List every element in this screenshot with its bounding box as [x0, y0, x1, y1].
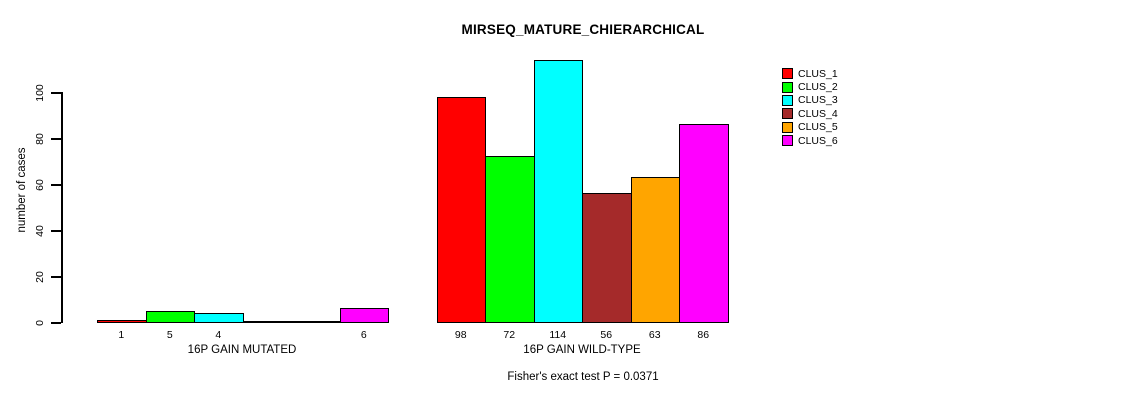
bar-value-label: 114: [549, 329, 567, 341]
bar-value-label: 98: [454, 329, 467, 341]
bar-value-label: 6: [360, 329, 367, 341]
bar-value-label: 4: [215, 329, 222, 341]
bar-clus_3-group1: [533, 59, 583, 323]
y-tick: [51, 276, 61, 278]
x-axis-group-label-mutated: 16P GAIN MUTATED: [187, 344, 297, 356]
bar-value-label: 5: [166, 329, 173, 341]
bar-clus_1-group0: [97, 319, 147, 323]
bar-clus_5-group1: [630, 177, 680, 323]
legend-label: CLUS_1: [798, 67, 838, 80]
legend-label: CLUS_3: [798, 94, 838, 107]
y-tick: [51, 322, 61, 324]
bar-value-label: 72: [503, 329, 516, 341]
bar-clus_2-group1: [485, 156, 535, 323]
bar-clus_5-group0: [291, 321, 341, 323]
fisher-test-caption: Fisher's exact test P = 0.0371: [507, 371, 659, 383]
legend-swatch-clus_4: [782, 108, 793, 120]
legend-item-clus_2: CLUS_2: [782, 80, 838, 93]
legend-swatch-clus_3: [782, 94, 793, 106]
legend-label: CLUS_4: [798, 107, 838, 120]
legend-label: CLUS_6: [798, 134, 838, 147]
bar-value-label: 56: [600, 329, 613, 341]
bar-value-label: 86: [697, 329, 710, 341]
bar-clus_4-group0: [242, 321, 292, 323]
legend-swatch-clus_6: [782, 135, 793, 147]
legend-swatch-clus_1: [782, 68, 793, 80]
legend-swatch-clus_2: [782, 81, 793, 93]
legend-item-clus_6: CLUS_6: [782, 134, 838, 147]
legend: CLUS_1 CLUS_2 CLUS_3 CLUS_4 CLUS_5 CLUS_6: [782, 67, 838, 147]
y-tick: [51, 138, 61, 140]
legend-item-clus_5: CLUS_5: [782, 121, 838, 134]
x-axis-group-label-wild-type: 16P GAIN WILD-TYPE: [523, 344, 641, 356]
legend-swatch-clus_5: [782, 121, 793, 133]
legend-item-clus_3: CLUS_3: [782, 94, 838, 107]
legend-label: CLUS_2: [798, 81, 838, 94]
legend-item-clus_1: CLUS_1: [782, 67, 838, 80]
legend-item-clus_4: CLUS_4: [782, 107, 838, 120]
bar-clus_1-group1: [436, 96, 486, 323]
bar-clus_6-group0: [339, 308, 389, 323]
bar-clus_3-group0: [194, 312, 244, 323]
y-tick: [51, 92, 61, 94]
chart-title: MIRSEQ_MATURE_CHIERARCHICAL: [461, 22, 705, 37]
bar-clus_4-group1: [582, 193, 632, 323]
bar-value-label: 1: [118, 329, 125, 341]
y-tick: [51, 184, 61, 186]
bar-value-label: 63: [648, 329, 661, 341]
y-axis-line: [61, 92, 63, 323]
bar-clus_6-group1: [679, 124, 729, 323]
bar-clus_2-group0: [145, 310, 195, 323]
legend-label: CLUS_5: [798, 121, 838, 134]
y-tick: [51, 230, 61, 232]
